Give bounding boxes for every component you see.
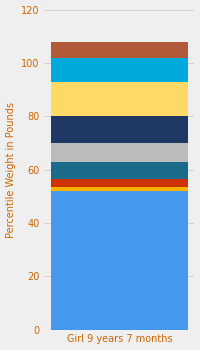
Bar [51,162,188,179]
Bar [51,191,188,330]
Bar [51,143,188,162]
Y-axis label: Percentile Weight in Pounds: Percentile Weight in Pounds [6,102,16,238]
Bar [51,179,188,187]
Bar [51,42,188,57]
Bar [51,187,188,191]
Bar [51,57,188,82]
Bar [51,116,188,143]
Bar [51,82,188,116]
